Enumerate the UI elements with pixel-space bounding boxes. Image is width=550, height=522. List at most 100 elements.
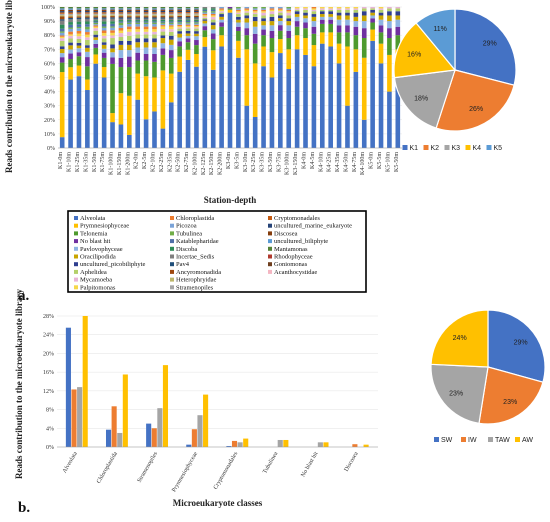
bar-segment: [101, 38, 107, 43]
bar-segment: [244, 18, 250, 23]
bar-segment: [185, 18, 191, 20]
bar-segment: [294, 16, 300, 22]
legend-label: Aphelidea: [80, 269, 107, 276]
bar-segment: [202, 19, 208, 21]
legend-label: Pavlovophyceae: [80, 246, 123, 253]
bar-segment: [236, 11, 241, 13]
bar-segment: [227, 12, 233, 149]
bar-segment: [143, 54, 149, 61]
bar-segment: [278, 30, 283, 40]
bar-segment: [85, 26, 90, 30]
bar-segment: [194, 23, 199, 25]
bar-segment: [336, 43, 342, 64]
bar-segment: [345, 12, 350, 16]
bar-segment: [160, 18, 166, 20]
bar-segment: [210, 50, 216, 70]
bar-segment: [252, 21, 258, 27]
bar-segment: [127, 12, 132, 14]
bar-segment: [85, 24, 90, 27]
bar-segment: [194, 33, 199, 37]
bar-segment: [127, 7, 132, 9]
bar-segment: [378, 15, 384, 20]
pie-value-label: 26%: [469, 106, 483, 113]
bar-segment: [311, 14, 317, 17]
x-tick-label: K3-50m: [268, 152, 274, 172]
bar-segment: [135, 38, 141, 43]
bar-segment: [101, 10, 107, 13]
bar-segment: [59, 9, 65, 12]
bar-segment: [76, 52, 82, 57]
bar-segment: [76, 17, 82, 19]
bar-segment: [118, 8, 124, 10]
bar-segment: [76, 28, 82, 31]
x-tick-label: K5-10m: [385, 152, 391, 172]
bar-segment: [194, 8, 199, 10]
bar-segment: [177, 31, 182, 34]
bar-segment: [160, 54, 166, 71]
bar-segment: [118, 14, 124, 17]
legend-label: Oracilipodida: [80, 254, 116, 261]
bar-segment: [353, 7, 359, 9]
bar-segment: [127, 26, 132, 30]
bar-segment: [68, 28, 73, 32]
pie-slice: [487, 309, 546, 383]
legend-swatch: [268, 223, 272, 228]
x-tick-label: K3-75m: [276, 152, 282, 172]
bar-segment: [101, 13, 107, 15]
bar-segment: [303, 54, 308, 148]
bar-segment: [68, 34, 73, 36]
bar-segment: [110, 8, 115, 10]
bar-segment: [194, 28, 199, 32]
bar-segment: [85, 34, 90, 38]
bar-segment: [194, 12, 199, 14]
bar-segment: [319, 19, 325, 24]
bar-segment: [59, 62, 65, 73]
bar-segment: [303, 15, 308, 19]
bar-segment: [152, 22, 157, 24]
bar-segment: [118, 27, 124, 31]
bar-segment: [135, 14, 141, 17]
bar-segment: [76, 10, 82, 13]
bar-segment: [160, 43, 166, 49]
bar-segment: [101, 8, 107, 10]
x-tick-label: K3-25m: [251, 152, 257, 172]
bar-segment: [127, 17, 132, 19]
bar-segment: [135, 12, 141, 14]
bar-segment: [160, 48, 166, 55]
bar-segment: [227, 9, 233, 13]
bar-segment: [252, 26, 258, 34]
bar-segment: [345, 25, 350, 33]
bar-segment: [118, 67, 124, 94]
bar-segment: [143, 8, 149, 10]
bar-segment: [59, 16, 65, 20]
bar-segment: [127, 134, 132, 148]
pie-legend-label: K2: [431, 145, 440, 152]
bar-segment: [194, 24, 199, 27]
bar-segment: [177, 28, 182, 32]
bar-segment: [269, 38, 275, 53]
bar-segment: [328, 14, 333, 17]
bar-segment: [353, 35, 359, 50]
bar-segment: [319, 8, 325, 10]
y-tick-label: 4%: [46, 426, 54, 432]
bar-segment: [85, 10, 90, 13]
legend-swatch: [170, 269, 174, 274]
bar-segment: [110, 9, 115, 11]
bar-segment: [118, 30, 124, 34]
bar-segment: [152, 21, 157, 23]
bar-segment: [202, 23, 208, 27]
bar-segment: [93, 47, 99, 55]
bar-segment: [135, 99, 141, 148]
legend-swatch: [74, 277, 78, 282]
bar-segment: [177, 27, 182, 29]
bar-segment: [160, 17, 166, 19]
bar: [122, 374, 128, 447]
bar-segment: [168, 25, 174, 27]
bar-segment: [378, 19, 384, 26]
bar-segment: [160, 35, 166, 39]
bar-segment: [378, 43, 384, 64]
bar-segment: [85, 18, 90, 22]
bar-segment: [68, 17, 73, 20]
bar-segment: [185, 10, 191, 13]
bar-segment: [294, 35, 300, 50]
